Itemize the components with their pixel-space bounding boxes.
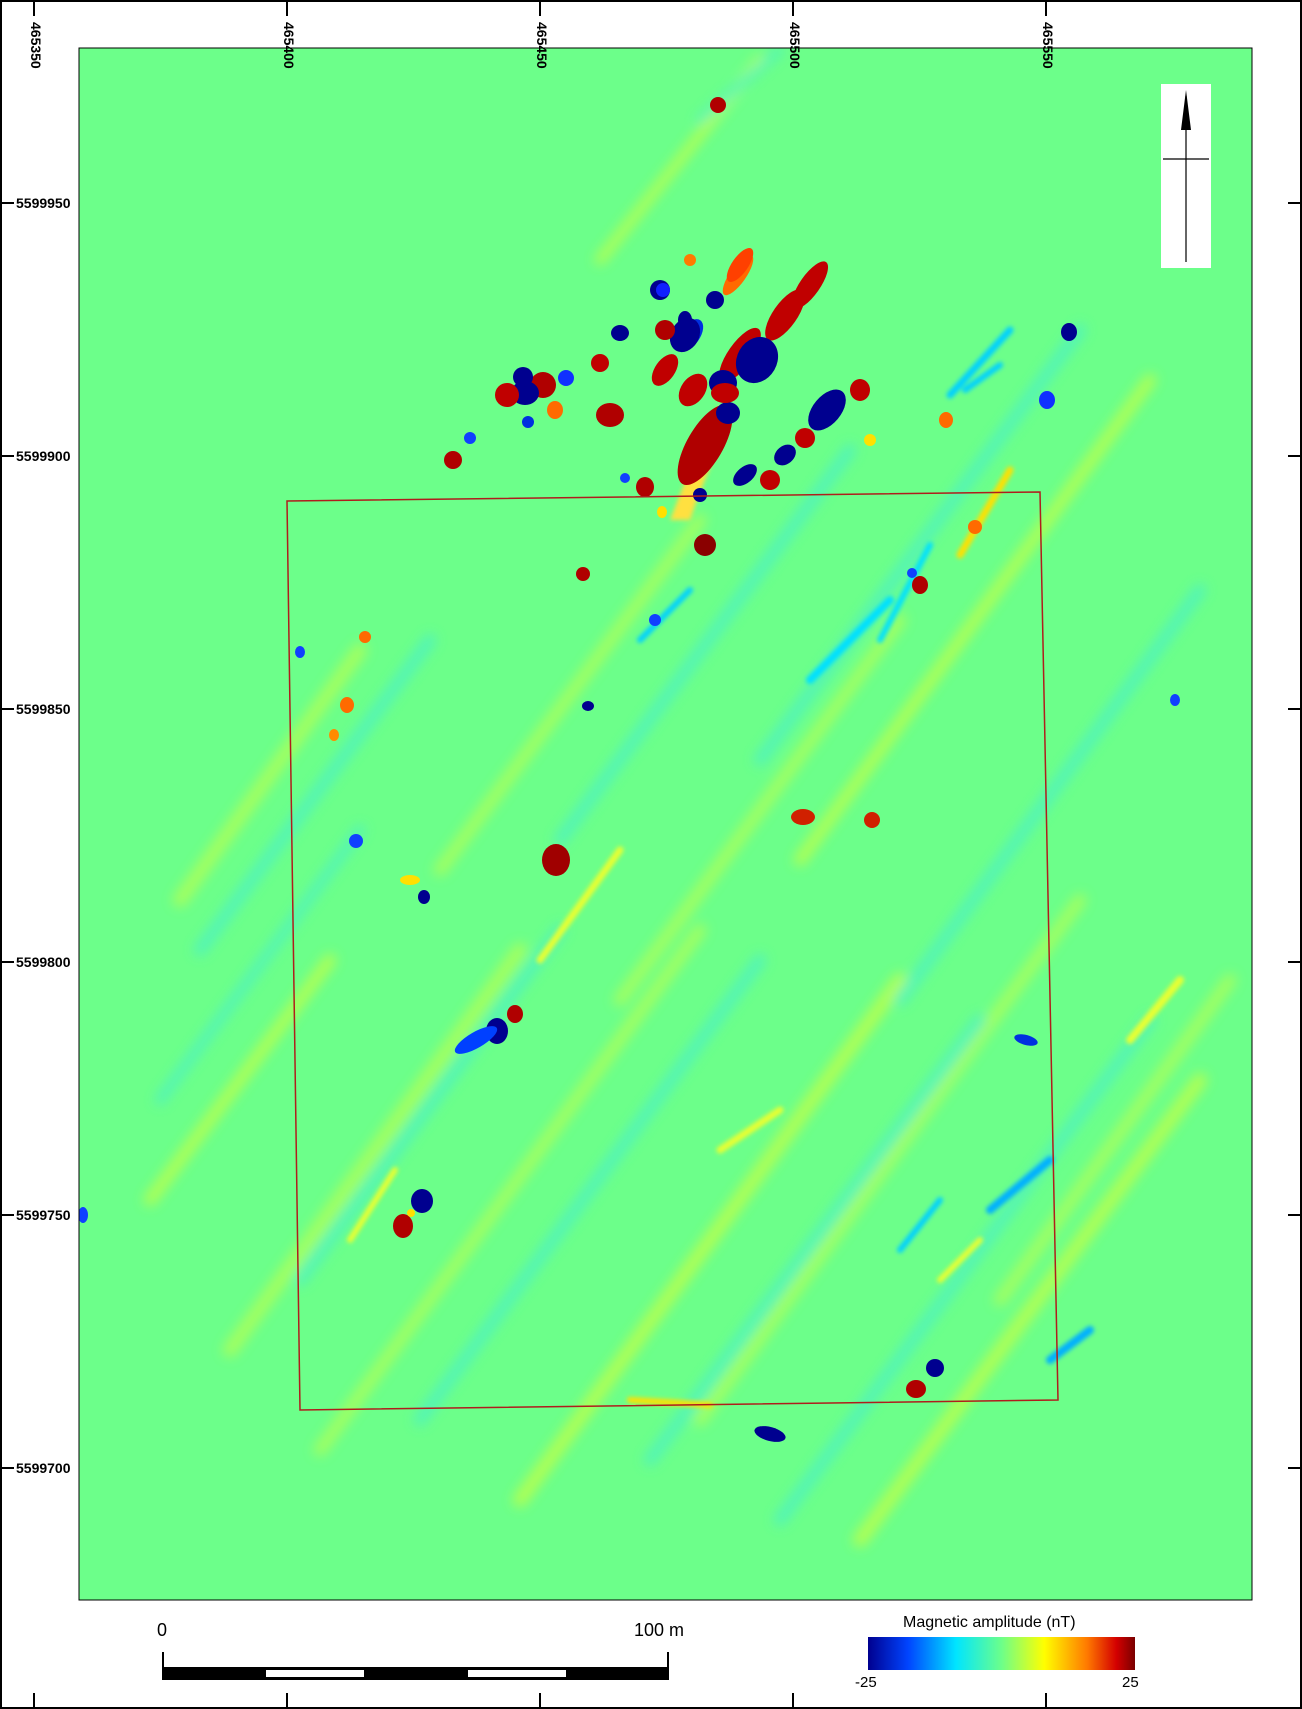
scale-end-label: 100 m — [634, 1620, 685, 1640]
legend-min-label: -25 — [855, 1674, 877, 1691]
x-tick-label: 465350 — [28, 22, 44, 69]
scale-bar — [162, 1652, 669, 1680]
y-tick-label: 5599750 — [16, 1207, 71, 1223]
map-frame — [78, 47, 1253, 1601]
x-tick-label: 465400 — [281, 22, 297, 69]
y-tick-label: 5599800 — [16, 954, 71, 970]
isolated-dipoles — [79, 631, 1180, 1442]
background-streaks — [144, 48, 1236, 1547]
survey-area-outline — [286, 491, 1059, 1411]
anomaly-layer — [79, 48, 1236, 1547]
legend-max-label: 25 — [1122, 1674, 1139, 1691]
y-tick-label: 5599850 — [16, 701, 71, 717]
legend-colorbar — [868, 1637, 1135, 1670]
y-tick-marks — [2, 202, 1300, 1469]
x-tick-label: 465550 — [1040, 22, 1056, 69]
x-tick-label: 465450 — [534, 22, 550, 69]
x-tick-label: 465500 — [787, 22, 803, 69]
y-tick-label: 5599700 — [16, 1460, 71, 1476]
north-arrow-icon — [1161, 84, 1211, 268]
dipole-cluster — [444, 97, 1077, 626]
legend-title: Magnetic amplitude (nT) — [903, 1614, 1076, 1631]
y-tick-label: 5599950 — [16, 195, 71, 211]
scale-start-label: 0 — [157, 1620, 168, 1640]
x-tick-marks — [33, 2, 1047, 1708]
y-tick-label: 5599900 — [16, 448, 71, 464]
linear-features — [347, 326, 1184, 1408]
magnetic-map — [79, 48, 1252, 1600]
